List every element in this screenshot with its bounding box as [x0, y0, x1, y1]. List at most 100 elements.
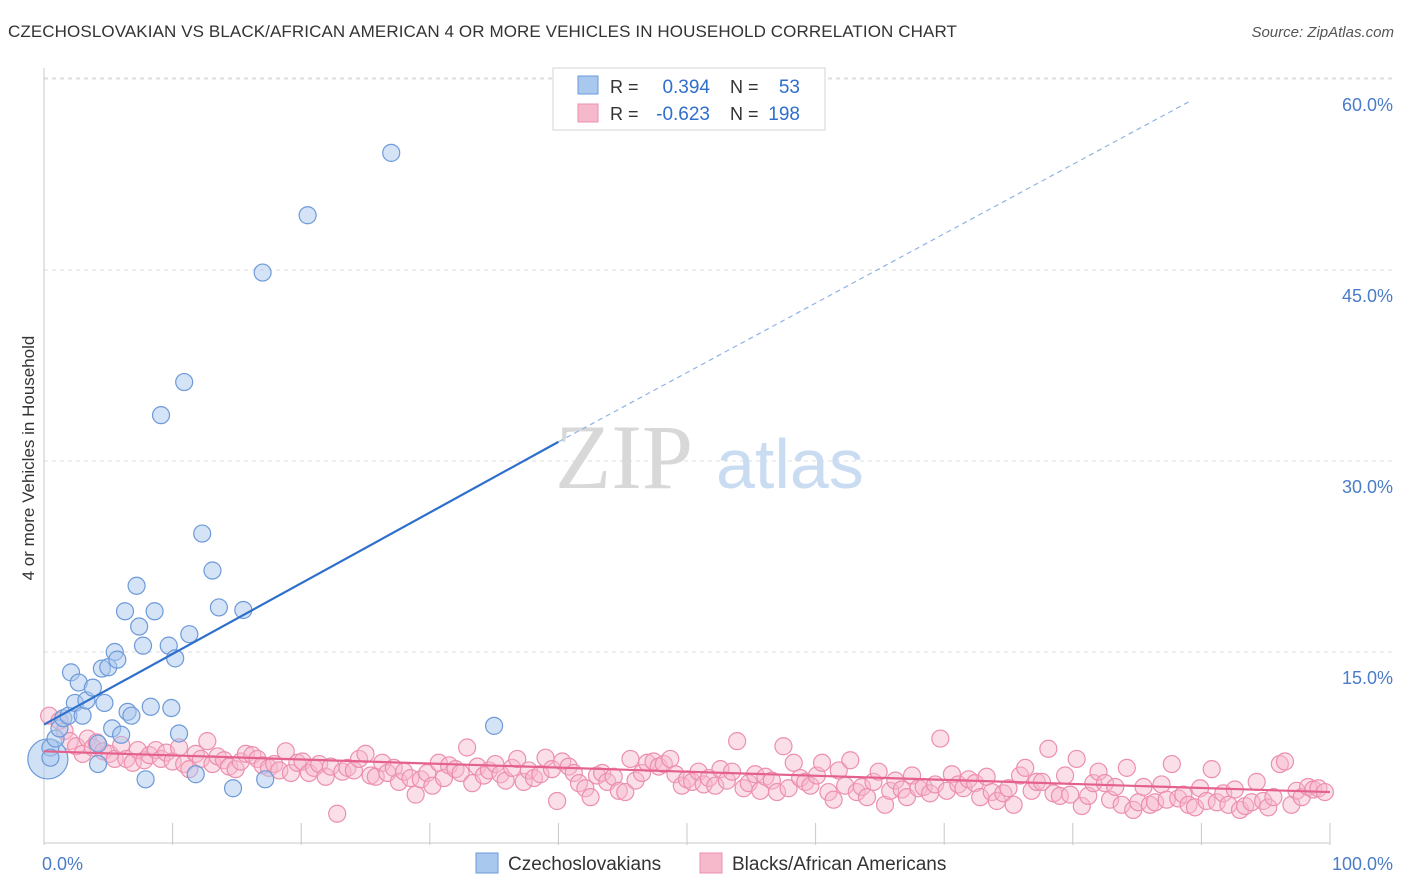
- series-legend: Czechoslovakians Blacks/African American…: [475, 852, 946, 875]
- data-point-blacks-african-americans: [514, 772, 533, 791]
- data-point-blacks-african-americans: [661, 749, 680, 769]
- data-point-blacks-african-americans: [186, 744, 205, 763]
- watermark: ZIP atlas: [555, 406, 864, 508]
- data-point-blacks-african-americans: [965, 774, 985, 793]
- data-point-czechoslovakians: [108, 650, 127, 669]
- data-point-blacks-african-americans: [1016, 758, 1035, 777]
- data-point-blacks-african-americans: [728, 732, 747, 751]
- data-point-blacks-african-americans: [1185, 798, 1205, 817]
- data-point-blacks-african-americans: [1072, 796, 1091, 816]
- data-point-blacks-african-americans: [1061, 785, 1080, 804]
- data-point-blacks-african-americans: [994, 784, 1013, 803]
- data-point-blacks-african-americans: [999, 779, 1018, 798]
- data-point-blacks-african-americans: [1264, 788, 1283, 807]
- data-point-blacks-african-americans: [829, 761, 848, 780]
- data-point-blacks-african-americans: [581, 788, 600, 807]
- data-point-blacks-african-americans: [869, 762, 888, 781]
- legend-swatch-blacks-african-americans: [699, 852, 723, 874]
- watermark-zip: ZIP: [555, 406, 693, 508]
- data-point-czechoslovakians: [83, 678, 102, 697]
- data-point-czechoslovakians: [145, 602, 164, 621]
- stats-r-label-2: R =: [610, 104, 639, 124]
- data-point-blacks-african-americans: [1202, 760, 1221, 779]
- data-point-czechoslovakians: [133, 636, 153, 655]
- stats-n-value-1: 53: [779, 77, 800, 98]
- data-point-blacks-african-americans: [508, 749, 527, 769]
- trend-line-czechoslovakians: [43, 440, 559, 726]
- data-point-blacks-african-americans: [1282, 795, 1301, 814]
- data-point-blacks-african-americans: [706, 776, 725, 795]
- data-point-czechoslovakians: [162, 698, 181, 718]
- data-point-blacks-african-americans: [1207, 793, 1226, 812]
- data-point-blacks-african-americans: [847, 782, 866, 802]
- data-point-czechoslovakians: [151, 406, 171, 425]
- stats-legend: R = 0.394 N = 53 R = -0.623 N = 198: [552, 67, 826, 131]
- data-point-blacks-african-americans: [1247, 772, 1266, 791]
- data-point-blacks-african-americans: [457, 738, 477, 757]
- data-point-blacks-african-americans: [1004, 795, 1023, 814]
- data-point-czechoslovakians: [112, 725, 131, 744]
- data-point-czechoslovakians: [485, 716, 504, 735]
- x-tick-label-right: 100.0%: [1332, 854, 1393, 874]
- data-point-blacks-african-americans: [548, 791, 567, 811]
- tick-labels: 15.0% 30.0% 45.0% 60.0% 0.0% 100.0%: [42, 95, 1393, 874]
- data-point-czechoslovakians: [256, 770, 275, 789]
- data-point-blacks-african-americans: [328, 804, 347, 823]
- axes: [43, 68, 1331, 845]
- y-axis-label: 4 or more Vehicles in Household: [19, 336, 38, 581]
- stats-n-value-2: 198: [768, 104, 800, 125]
- data-point-blacks-african-americans: [468, 757, 487, 776]
- data-point-blacks-african-americans: [942, 765, 962, 784]
- data-point-blacks-african-americans: [632, 763, 652, 783]
- y-tick-label: 15.0%: [1342, 668, 1393, 688]
- data-point-blacks-african-americans: [977, 767, 996, 786]
- data-point-czechoslovakians: [130, 617, 149, 636]
- data-point-czechoslovakians: [169, 724, 189, 743]
- x-tick-label-left: 0.0%: [42, 854, 83, 874]
- data-point-czechoslovakians: [136, 770, 155, 789]
- trend-line-blacks-african-americans: [43, 750, 1331, 794]
- data-point-blacks-african-americans: [722, 762, 742, 781]
- data-point-blacks-african-americans: [576, 779, 595, 798]
- data-point-blacks-african-americans: [852, 777, 871, 797]
- data-point-blacks-african-americans: [801, 776, 820, 795]
- data-point-blacks-african-americans: [886, 771, 905, 790]
- data-point-czechoslovakians: [209, 598, 228, 617]
- data-point-czechoslovakians: [298, 206, 317, 225]
- trend-line-czechoslovakians-extension: [558, 101, 1189, 443]
- stats-swatch-pink: [577, 103, 599, 123]
- data-point-blacks-african-americans: [931, 729, 950, 748]
- data-point-blacks-african-americans: [356, 744, 375, 763]
- data-point-czechoslovakians: [122, 706, 141, 725]
- data-point-czechoslovakians: [141, 697, 160, 716]
- data-point-czechoslovakians: [127, 576, 146, 595]
- y-tick-label: 60.0%: [1342, 95, 1393, 115]
- data-point-blacks-african-americans: [406, 785, 425, 804]
- data-point-blacks-african-americans: [1140, 795, 1160, 814]
- data-point-blacks-african-americans: [812, 753, 832, 772]
- trend-lines: [43, 101, 1331, 794]
- data-point-blacks-african-americans: [881, 781, 900, 800]
- data-point-blacks-african-americans: [666, 765, 685, 784]
- stats-n-label-2: N =: [730, 104, 759, 124]
- data-point-blacks-african-americans: [784, 753, 803, 772]
- stats-swatch-blue: [577, 75, 599, 95]
- data-point-blacks-african-americans: [767, 782, 787, 802]
- data-point-czechoslovakians: [253, 263, 272, 282]
- data-point-blacks-african-americans: [270, 761, 289, 780]
- data-point-czechoslovakians: [175, 372, 194, 392]
- data-point-czechoslovakians: [186, 765, 205, 784]
- stats-r-value-2: -0.623: [656, 104, 710, 125]
- data-point-czechoslovakians: [73, 706, 92, 725]
- y-tick-label: 30.0%: [1342, 477, 1393, 497]
- data-point-czechoslovakians: [88, 754, 108, 774]
- legend-label-czechoslovakians: Czechoslovakians: [508, 854, 661, 875]
- data-point-blacks-african-americans: [1152, 775, 1171, 794]
- data-point-blacks-african-americans: [762, 771, 781, 790]
- data-point-blacks-african-americans: [1275, 752, 1295, 771]
- y-tick-label: 45.0%: [1342, 286, 1393, 306]
- data-point-blacks-african-americans: [1146, 793, 1165, 812]
- data-point-blacks-african-americans: [1174, 785, 1193, 804]
- series-czechoslovakians: [27, 143, 504, 798]
- stats-n-label-1: N =: [730, 77, 759, 97]
